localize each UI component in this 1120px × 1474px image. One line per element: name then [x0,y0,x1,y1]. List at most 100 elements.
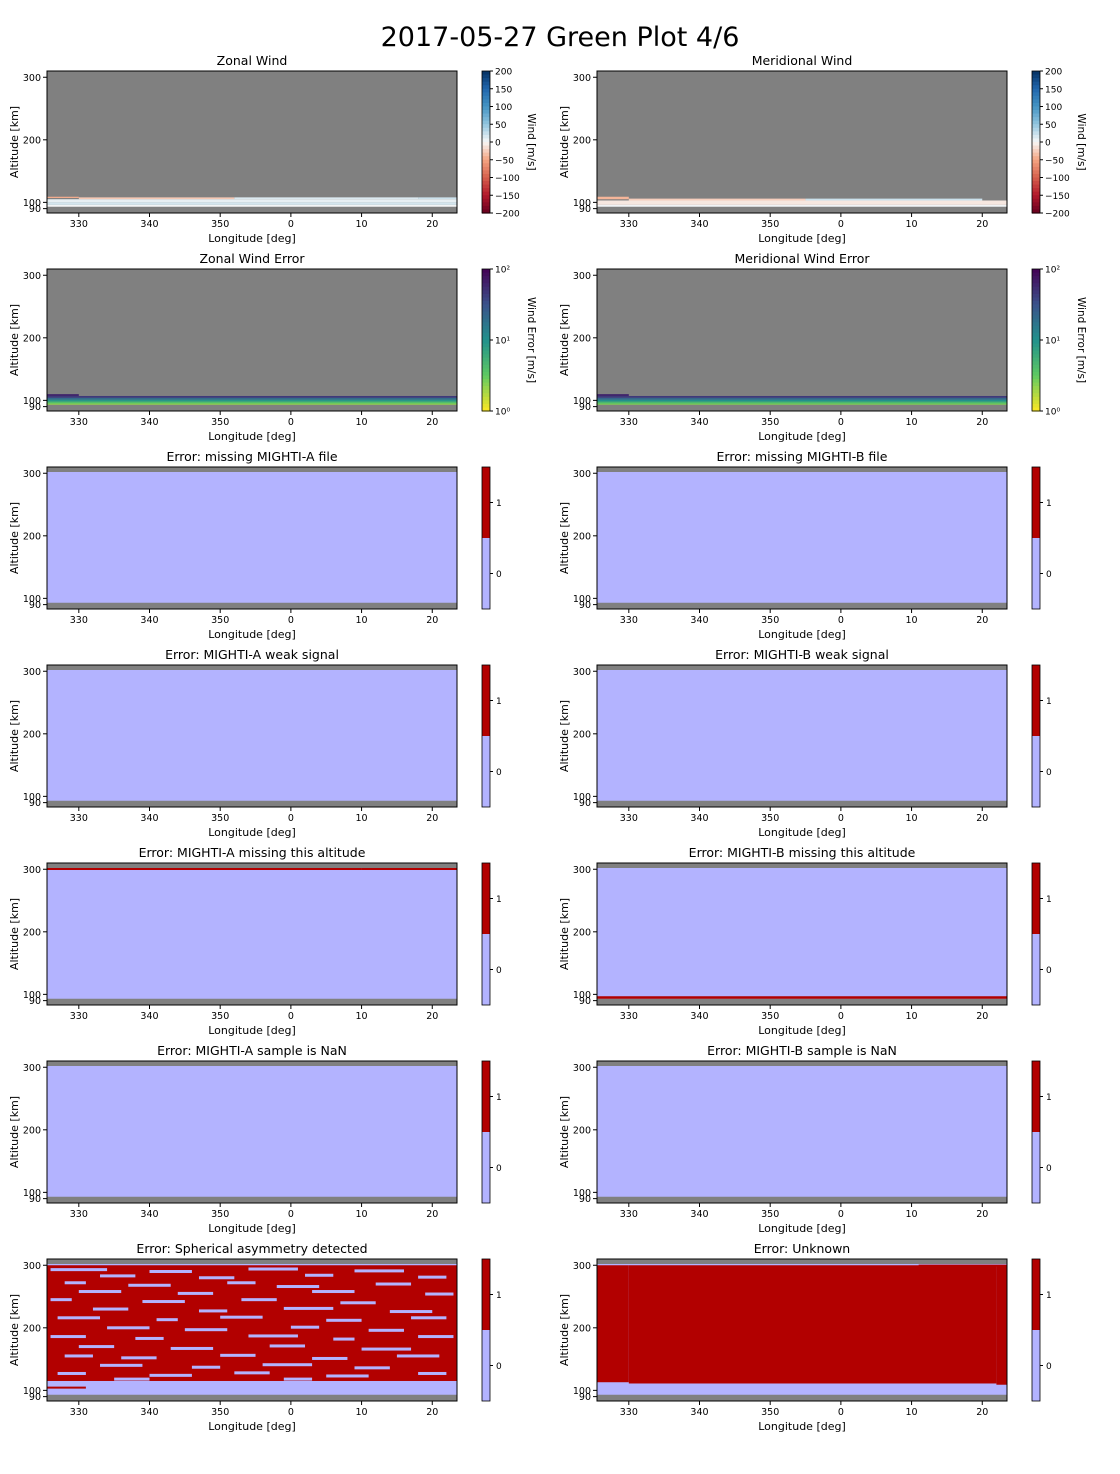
colorbar-tick-label: −150 [495,192,520,202]
y-tick-label: 100 [23,990,41,1001]
colorbar-segment [1032,81,1040,86]
subplot-title: Zonal Wind Error [199,251,305,266]
x-tick-label: 10 [356,615,368,626]
flag-off-segment [396,1354,440,1358]
colorbar-segment [482,149,490,154]
colorbar-segment [482,102,490,108]
x-tick-label: 0 [288,1209,294,1220]
data-band [597,397,1007,400]
y-tick-label: 90 [579,204,591,215]
x-tick-label: 10 [356,1011,368,1022]
x-tick-label: 0 [838,1011,844,1022]
colorbar-segment [482,92,490,97]
colorbar-segment [1032,329,1040,334]
colorbar-segment [1032,159,1040,164]
x-tick-label: 330 [70,1209,88,1220]
colorbar-segment [482,293,490,298]
colorbar-tick-label: −150 [1045,192,1070,202]
x-tick-label: 0 [838,219,844,230]
colorbar-segment [482,350,490,355]
colorbar-segment [1032,71,1040,76]
colorbar-segment [482,311,490,316]
colorbar-segment [1032,354,1040,359]
colorbar: 10 [481,1258,502,1402]
y-tick-label: 100 [23,1386,41,1397]
colorbar-tick-label: 100 [495,103,512,113]
flag-off-segment [227,1281,256,1285]
y-axis-label: Altitude [km] [558,304,571,376]
colorbar-segment [482,286,490,291]
flag-off-segment [418,1275,447,1279]
x-tick-label: 340 [140,1209,158,1220]
colorbar-segment [1032,209,1040,214]
x-tick-label: 10 [906,1407,918,1418]
colorbar-segment [482,88,490,93]
flag-on-band [47,1386,86,1389]
colorbar-segment [482,124,490,129]
colorbar-segment [482,113,490,118]
x-tick-label: 350 [761,1011,779,1022]
colorbar-segment [1032,198,1040,203]
colorbar-segment [1032,279,1040,284]
data-band [47,202,457,205]
data-band [47,395,457,398]
axes-frame [46,664,458,808]
colorbar-segment [1032,396,1040,401]
colorbar-segment [1032,142,1040,147]
colorbar-segment [1032,467,1040,538]
colorbar-segment [1032,78,1040,83]
x-tick-label: 330 [620,1209,638,1220]
colorbar-segment [1032,361,1040,366]
colorbar-segment [1032,269,1040,274]
y-axis-label: Altitude [km] [558,502,571,574]
colorbar-segment [482,145,490,150]
x-axis-label: Longitude [deg] [208,1024,296,1037]
y-tick-label: 90 [29,1194,41,1205]
colorbar-segment [1032,343,1040,348]
subplot-title: Error: MIGHTI-B missing this altitude [689,845,916,860]
y-tick-label: 90 [579,798,591,809]
y-tick-label: 300 [23,271,41,282]
x-tick-label: 330 [620,1407,638,1418]
y-tick-label: 300 [573,271,591,282]
x-tick-label: 350 [211,1407,229,1418]
colorbar-segment [482,138,490,143]
colorbar-tick-label: 0 [496,1164,502,1174]
colorbar-segment [482,110,490,115]
x-tick-label: 350 [211,615,229,626]
x-tick-label: 0 [288,615,294,626]
flag-off-segment [114,1377,150,1381]
colorbar: 10 [1031,862,1052,1006]
colorbar-segment [1032,375,1040,380]
flag-on-band [597,996,1007,999]
subplot-title: Error: MIGHTI-A weak signal [165,647,339,662]
colorbar-tick-label: 100 [1045,103,1062,113]
x-tick-label: 330 [620,615,638,626]
colorbar-segment [1032,283,1040,288]
colorbar-segment [1032,138,1040,143]
y-tick-label: 90 [29,204,41,215]
colorbar-segment [482,74,490,79]
colorbar-segment [1032,74,1040,79]
x-tick-label: 10 [906,219,918,230]
y-tick-label: 200 [23,1125,41,1136]
colorbar-segment [1032,85,1040,90]
colorbar-segment [1032,322,1040,327]
y-axis-label: Altitude [km] [558,898,571,970]
colorbar-segment [482,198,490,203]
axes-frame [596,466,1008,610]
colorbar-segment [482,375,490,380]
x-axis-label: Longitude [deg] [208,1222,296,1235]
colorbar-segment [1032,177,1040,182]
colorbar-tick-label: 1 [1046,1093,1052,1103]
x-tick-label: 330 [620,417,638,428]
colorbar-segment [1032,371,1040,377]
colorbar-segment [1032,102,1040,108]
colorbar-frame [481,466,491,610]
x-axis-label: Longitude [deg] [758,430,846,443]
x-tick-label: 20 [976,417,988,428]
flag-off-segment [411,1316,447,1320]
x-tick-label: 350 [211,219,229,230]
colorbar-segment [482,379,490,384]
colorbar-segment [1032,340,1040,345]
